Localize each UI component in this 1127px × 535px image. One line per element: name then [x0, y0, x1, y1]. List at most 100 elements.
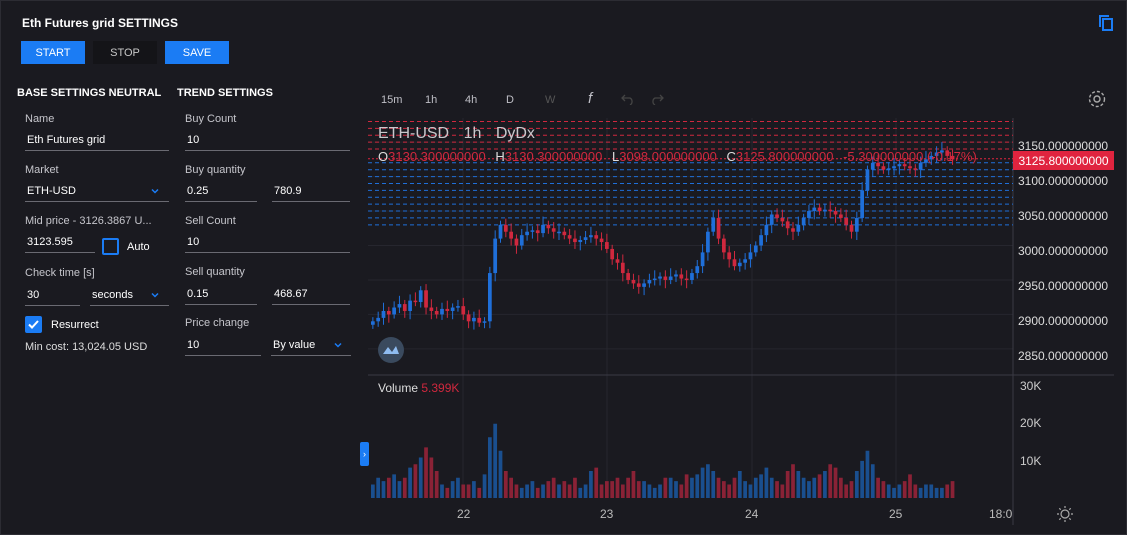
candle-body	[945, 150, 950, 156]
market-select[interactable]: ETH-USD	[25, 180, 169, 202]
volume-bar	[828, 464, 833, 498]
timeframe-4h[interactable]: 4h	[465, 94, 478, 106]
volume-bar	[775, 481, 779, 498]
volume-bar	[519, 487, 524, 498]
market-value: ETH-USD	[27, 184, 76, 197]
volume-bar	[844, 484, 849, 498]
chevron-down-icon[interactable]	[151, 291, 159, 299]
volume-bar	[605, 481, 609, 498]
buy-quantity-field[interactable]: 0.25	[185, 180, 257, 202]
candle-body	[706, 231, 710, 253]
volume-bar	[722, 481, 726, 498]
candle-body	[764, 224, 769, 236]
volume-bar	[716, 477, 721, 498]
stop-button[interactable]: STOP	[93, 41, 157, 64]
candle-body	[626, 273, 630, 280]
check-time-field[interactable]: 30	[25, 284, 80, 306]
volume-tick: 10K	[1020, 454, 1042, 468]
candle-body	[434, 310, 439, 315]
candle-body	[940, 150, 944, 153]
sell-amount-field[interactable]: 468.67	[272, 283, 350, 305]
buy-count-field[interactable]: 10	[185, 129, 350, 151]
resurrect-label: Resurrect	[51, 319, 99, 331]
volume-bar	[652, 487, 657, 498]
indicators-icon[interactable]: f	[588, 90, 593, 107]
candle-body	[674, 274, 678, 277]
check-time-unit-select[interactable]: seconds	[90, 284, 169, 306]
name-field[interactable]: Eth Futures grid	[25, 129, 169, 151]
save-button[interactable]: SAVE	[165, 41, 229, 64]
volume-bar	[626, 477, 630, 498]
chart-canvas[interactable]	[368, 118, 1114, 525]
candle-body	[801, 217, 806, 225]
candle-body	[780, 217, 785, 222]
price-change-mode-select[interactable]: By value	[271, 334, 351, 356]
candle-body	[924, 159, 928, 163]
candle-body	[886, 168, 891, 170]
candle-body	[631, 279, 636, 284]
start-button[interactable]: START	[21, 41, 85, 64]
chevron-down-icon[interactable]	[151, 187, 159, 195]
volume-bar	[940, 487, 944, 498]
timeframe-w[interactable]: W	[545, 94, 556, 106]
undo-icon[interactable]	[621, 93, 635, 105]
x-tick: 24	[745, 507, 759, 521]
volume-key: Volume	[378, 381, 419, 395]
volume-bar	[429, 457, 434, 498]
candle-body	[854, 217, 859, 232]
candle-body	[860, 190, 864, 218]
volume-bar	[658, 484, 662, 498]
y-tick: 2900.000000000	[1018, 314, 1109, 328]
sell-quantity-field[interactable]: 0.15	[185, 283, 257, 305]
candle-body	[610, 248, 615, 260]
expand-panel-handle[interactable]: ›	[360, 442, 369, 466]
candle-body	[620, 262, 625, 274]
candle-body	[658, 276, 662, 279]
timeframe-d[interactable]: D	[506, 94, 514, 106]
price-change-field[interactable]: 10	[185, 334, 261, 356]
resurrect-checkbox[interactable]	[25, 316, 42, 333]
volume-bar	[472, 481, 476, 498]
price-chart[interactable]: 15m 1h 4h D W f ETH-USD 1h DyDx O3130.30…	[360, 85, 1114, 525]
candle-body	[482, 321, 487, 323]
volume-bar	[706, 464, 710, 498]
volume-bar	[530, 481, 535, 498]
volume-bar	[913, 484, 918, 498]
candle-body	[605, 242, 609, 249]
volume-bar	[445, 487, 450, 498]
candle-body	[583, 237, 588, 240]
volume-value: 5.399K	[421, 381, 460, 395]
candle-body	[599, 238, 604, 243]
candle-body	[870, 162, 875, 170]
candle-body	[424, 290, 428, 308]
volume-bar	[440, 484, 444, 498]
redo-icon[interactable]	[650, 93, 664, 105]
candle-body	[844, 217, 849, 225]
candle-body	[849, 224, 854, 232]
candle-body	[663, 276, 668, 280]
candle-body	[902, 164, 907, 167]
chevron-down-icon[interactable]	[334, 341, 342, 349]
sell-count-field[interactable]: 10	[185, 231, 350, 253]
mid-price-field[interactable]: 3123.595	[25, 231, 95, 253]
candle-body	[727, 252, 732, 260]
buy-amount-field[interactable]: 780.9	[272, 180, 350, 202]
timeframe-15m[interactable]: 15m	[381, 94, 403, 106]
candle-body	[514, 238, 519, 246]
volume-bar	[594, 467, 599, 498]
copy-icon[interactable]	[1099, 15, 1113, 31]
volume-bar	[567, 484, 572, 498]
volume-bar	[934, 487, 939, 498]
chart-theme-icon[interactable]	[1057, 506, 1073, 522]
volume-bar	[918, 487, 923, 498]
settings-gear-icon[interactable]	[1087, 89, 1107, 109]
timeframe-1h[interactable]: 1h	[425, 94, 438, 106]
candle-body	[456, 306, 460, 308]
volume-bar	[870, 464, 875, 498]
candle-body	[876, 162, 880, 167]
volume-bar	[892, 487, 896, 498]
volume-bar	[801, 477, 806, 498]
candle-body	[652, 278, 657, 281]
volume-bar	[424, 447, 428, 498]
auto-checkbox[interactable]	[102, 238, 119, 255]
